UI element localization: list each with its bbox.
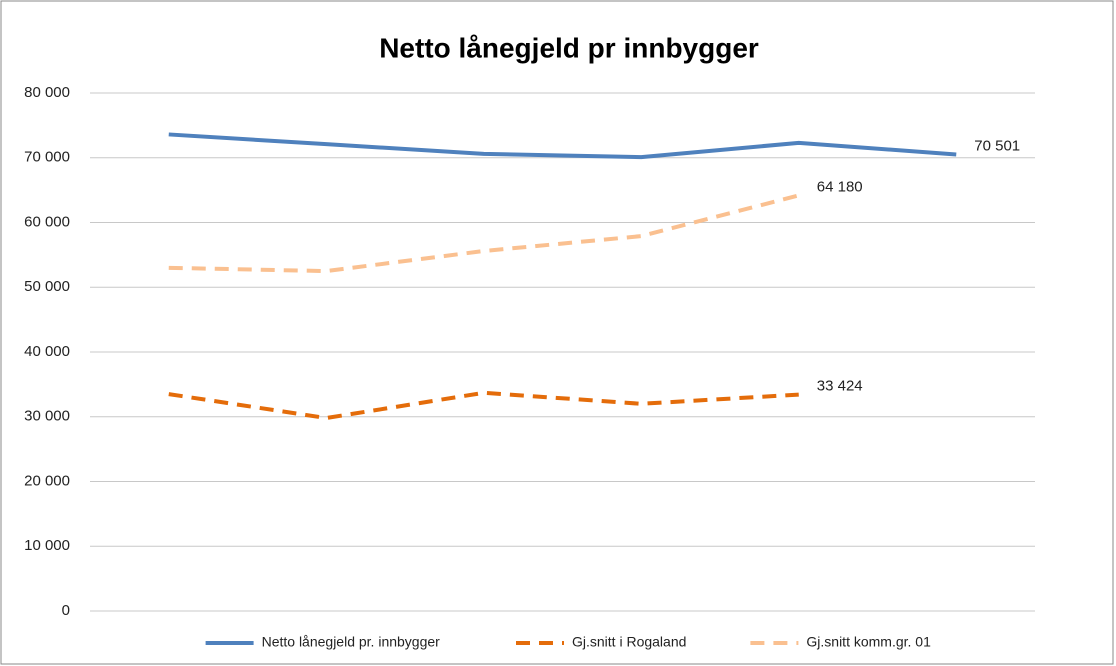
- data-label: 70 501: [974, 137, 1020, 154]
- y-tick-label: 60 000: [24, 213, 70, 230]
- y-tick-label: 10 000: [24, 537, 70, 554]
- series-line: [168, 193, 800, 274]
- legend-label: Netto lånegjeld pr. innbygger: [262, 634, 441, 650]
- y-tick-label: 70 000: [24, 149, 70, 166]
- data-label: 64 180: [817, 178, 863, 195]
- legend-label: Gj.snitt komm.gr. 01: [806, 634, 931, 650]
- y-tick-label: 0: [62, 602, 70, 619]
- y-tick-label: 50 000: [24, 278, 70, 295]
- y-tick-label: 20 000: [24, 472, 70, 489]
- series-line: [168, 132, 957, 160]
- data-label: 33 424: [817, 378, 863, 395]
- chart-title: Netto lånegjeld pr innbygger: [379, 32, 759, 63]
- legend-label: Gj.snitt i Rogaland: [572, 634, 686, 650]
- y-tick-label: 80 000: [24, 84, 70, 101]
- y-tick-label: 30 000: [24, 408, 70, 425]
- series-line: [168, 390, 799, 421]
- y-tick-label: 40 000: [24, 343, 70, 360]
